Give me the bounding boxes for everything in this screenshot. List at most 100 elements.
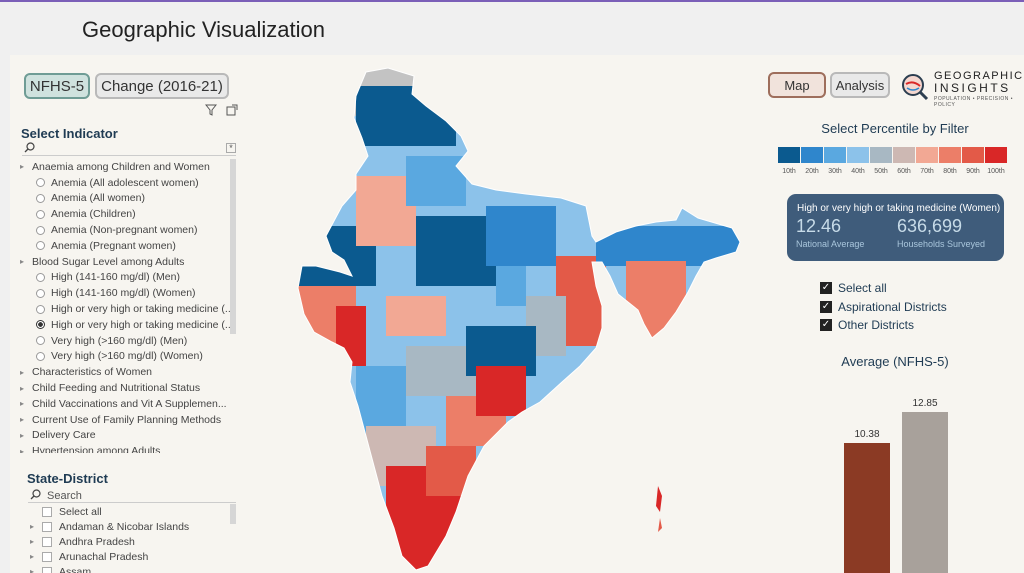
- indicator-search[interactable]: [24, 142, 35, 156]
- checkbox-checked-icon[interactable]: ✓: [820, 282, 832, 294]
- indicator-group[interactable]: ▸ Blood Sugar Level among Adults: [20, 254, 230, 270]
- state-list-item[interactable]: Select all: [30, 504, 230, 519]
- chevron-right-icon[interactable]: ▸: [30, 567, 35, 573]
- state-scrollbar[interactable]: [230, 504, 236, 524]
- indicator-option[interactable]: High or very high or taking medicine (..…: [20, 317, 230, 333]
- indicator-option[interactable]: Anemia (Pregnant women): [20, 238, 230, 254]
- filter-label: Aspirational Districts: [838, 300, 947, 314]
- chevron-right-icon[interactable]: ▸: [20, 162, 25, 172]
- indicator-option[interactable]: Very high (>160 mg/dl) (Men): [20, 333, 230, 349]
- indicator-option[interactable]: High (141-160 mg/dl) (Women): [20, 285, 230, 301]
- indicator-label: Very high (>160 mg/dl) (Men): [51, 334, 188, 347]
- percentile-label: 10th: [782, 168, 796, 175]
- indicator-option[interactable]: High or very high or taking medicine (..…: [20, 301, 230, 317]
- checkbox-checked-icon[interactable]: ✓: [820, 301, 832, 313]
- state-list-item[interactable]: ▸ Andaman & Nicobar Islands: [30, 519, 230, 534]
- percentile-swatch[interactable]: [847, 147, 869, 163]
- indicator-group[interactable]: ▸ Characteristics of Women: [20, 364, 230, 380]
- indicator-option[interactable]: Anemia (Non-pregnant women): [20, 222, 230, 238]
- indicator-option[interactable]: Very high (>160 mg/dl) (Women): [20, 349, 230, 365]
- nfhs5-toggle-button[interactable]: NFHS-5: [24, 73, 90, 99]
- indicator-label: Hypertension among Adults: [32, 445, 161, 453]
- indicator-option[interactable]: Anemia (Children): [20, 206, 230, 222]
- chevron-right-icon[interactable]: ▸: [20, 399, 25, 409]
- indicator-label: High or very high or taking medicine (..…: [51, 318, 230, 331]
- bar-value-label: 12.85: [912, 398, 938, 410]
- radio-button[interactable]: [36, 178, 45, 188]
- radio-button[interactable]: [36, 320, 45, 330]
- indicator-group[interactable]: ▸ Anaemia among Children and Women: [20, 159, 230, 175]
- indicator-option[interactable]: Anemia (All women): [20, 191, 230, 207]
- percentile-swatch[interactable]: [824, 147, 846, 163]
- state-list-item[interactable]: ▸ Arunachal Pradesh: [30, 549, 230, 564]
- indicator-label: Very high (>160 mg/dl) (Women): [51, 350, 203, 363]
- households-surveyed-label: Households Surveyed: [897, 239, 986, 249]
- checkbox[interactable]: [42, 551, 52, 562]
- percentile-swatch[interactable]: [893, 147, 915, 163]
- indicator-group[interactable]: ▸ Delivery Care: [20, 428, 230, 444]
- chevron-right-icon[interactable]: ▸: [20, 367, 25, 377]
- chevron-right-icon[interactable]: ▸: [30, 522, 35, 531]
- logo-text-line1: GEOGRAPHIC: [934, 70, 1024, 82]
- percentile-swatch[interactable]: [778, 147, 800, 163]
- radio-button[interactable]: [36, 225, 45, 235]
- indicator-option[interactable]: Anemia (All adolescent women): [20, 175, 230, 191]
- indicator-group[interactable]: ▸ Hypertension among Adults: [20, 443, 230, 453]
- bar-series-0[interactable]: [844, 443, 890, 573]
- indicator-group[interactable]: ▸ Child Vaccinations and Vit A Supplemen.…: [20, 396, 230, 412]
- indicator-label: Anemia (All women): [51, 192, 145, 205]
- percentile-swatch[interactable]: [939, 147, 961, 163]
- chevron-right-icon[interactable]: ▸: [20, 257, 25, 267]
- checkbox[interactable]: [42, 521, 52, 532]
- checkbox[interactable]: [42, 566, 52, 573]
- radio-button[interactable]: [36, 336, 45, 346]
- filter-aspirational-districts[interactable]: ✓ Aspirational Districts: [820, 300, 947, 314]
- percentile-swatch[interactable]: [916, 147, 938, 163]
- chevron-right-icon[interactable]: ▸: [20, 430, 25, 440]
- chevron-right-icon[interactable]: ▸: [20, 383, 25, 393]
- checkbox-checked-icon[interactable]: ✓: [820, 319, 832, 331]
- checkbox[interactable]: [42, 506, 52, 517]
- percentile-label: 30th: [828, 168, 842, 175]
- chevron-right-icon[interactable]: ▸: [30, 552, 35, 561]
- filter-icon[interactable]: [204, 104, 218, 118]
- percentile-swatch[interactable]: [985, 147, 1007, 163]
- clear-selection-icon[interactable]: *: [226, 143, 236, 153]
- magnifier-globe-icon: [902, 74, 929, 101]
- filter-other-districts[interactable]: ✓ Other Districts: [820, 318, 914, 332]
- state-label: Andhra Pradesh: [59, 535, 135, 548]
- map-view-button[interactable]: Map: [768, 72, 826, 98]
- change-toggle-button[interactable]: Change (2016-21): [95, 73, 229, 99]
- chevron-right-icon[interactable]: ▸: [30, 537, 35, 546]
- logo-text-line2: INSIGHTS: [934, 81, 1011, 95]
- filter-label: Select all: [838, 281, 887, 295]
- checkbox[interactable]: [42, 536, 52, 547]
- percentile-swatch[interactable]: [801, 147, 823, 163]
- focus-mode-icon[interactable]: [225, 104, 239, 118]
- indicator-group[interactable]: ▸ Child Feeding and Nutritional Status: [20, 380, 230, 396]
- radio-button[interactable]: [36, 351, 45, 361]
- percentile-label: 40th: [851, 168, 865, 175]
- indicator-scrollbar[interactable]: [230, 159, 236, 334]
- state-list-item[interactable]: ▸ Andhra Pradesh: [30, 534, 230, 549]
- chevron-right-icon[interactable]: ▸: [20, 446, 25, 453]
- india-choropleth-map[interactable]: [296, 66, 751, 573]
- chevron-right-icon[interactable]: ▸: [20, 415, 25, 425]
- state-list-item[interactable]: ▸ Assam: [30, 564, 230, 573]
- bar-series-1[interactable]: [902, 412, 948, 573]
- analysis-view-button[interactable]: Analysis: [830, 72, 890, 98]
- indicator-label: Current Use of Family Planning Methods: [32, 413, 222, 426]
- percentile-swatch[interactable]: [870, 147, 892, 163]
- indicator-label: Delivery Care: [32, 429, 96, 442]
- radio-button[interactable]: [36, 241, 45, 251]
- radio-button[interactable]: [36, 288, 45, 298]
- indicator-option[interactable]: High (141-160 mg/dl) (Men): [20, 270, 230, 286]
- radio-button[interactable]: [36, 209, 45, 219]
- percentile-swatch[interactable]: [962, 147, 984, 163]
- filter-select-all[interactable]: ✓ Select all: [820, 281, 887, 295]
- radio-button[interactable]: [36, 193, 45, 203]
- indicator-group[interactable]: ▸ Current Use of Family Planning Methods: [20, 412, 230, 428]
- state-search[interactable]: Search: [30, 489, 82, 503]
- radio-button[interactable]: [36, 304, 45, 314]
- radio-button[interactable]: [36, 272, 45, 282]
